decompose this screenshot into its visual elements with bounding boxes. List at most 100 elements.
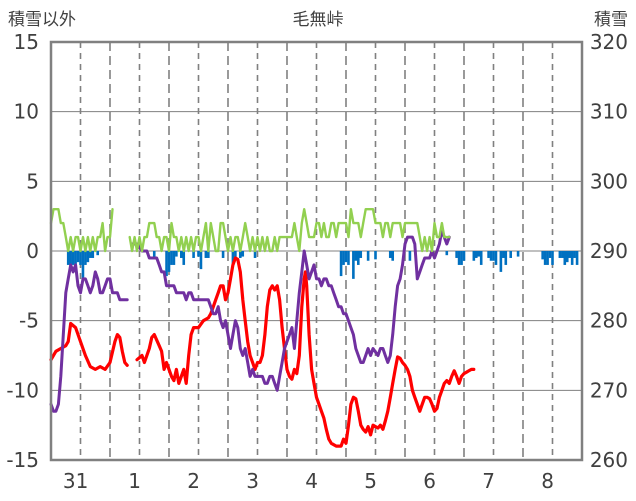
- precipitation-bar: [472, 251, 476, 261]
- precipitation-bar: [548, 251, 552, 258]
- wind-line: [128, 208, 451, 253]
- right-axis-label: 積雪: [594, 10, 628, 30]
- precipitation-bar: [172, 251, 176, 265]
- precipitation-bar: [445, 251, 449, 256]
- x-tick-label: 1: [128, 469, 141, 493]
- precipitation-bar: [86, 251, 90, 263]
- precipitation-bar: [479, 251, 483, 265]
- left-tick-label: -5: [19, 309, 39, 333]
- precipitation-bar: [408, 251, 412, 261]
- precipitation-bar: [563, 251, 567, 265]
- precipitation-bar: [152, 251, 156, 258]
- precipitation-bar: [96, 251, 100, 256]
- precipitation-bar: [516, 251, 520, 257]
- precipitation-bar: [570, 251, 574, 265]
- x-tick-label: 8: [541, 469, 554, 493]
- snow_depth-line: [49, 263, 129, 413]
- right-tick-label: 280: [590, 309, 628, 333]
- precipitation-bar: [170, 251, 173, 265]
- precipitation-bar: [234, 251, 237, 258]
- right-tick-label: 300: [590, 169, 628, 193]
- precipitation-bar: [474, 251, 478, 258]
- precipitation-bar: [74, 251, 77, 272]
- precipitation-bar: [175, 251, 178, 257]
- left-tick-label: 10: [14, 100, 39, 124]
- precipitation-bar: [455, 251, 458, 258]
- precipitation-bar: [221, 251, 225, 258]
- precipitation-bar: [91, 251, 95, 258]
- left-tick-label: 5: [26, 169, 39, 193]
- temperature-line: [135, 256, 476, 448]
- right-tick-label: 320: [590, 30, 628, 54]
- right-tick-label: 290: [590, 239, 628, 263]
- precipitation-bar: [509, 251, 513, 258]
- precipitation-bar: [84, 251, 87, 265]
- right-tick-label: 260: [590, 448, 628, 472]
- precipitation-bar: [541, 251, 544, 260]
- precipitation-bar: [241, 251, 245, 257]
- precipitation-bar: [487, 251, 490, 258]
- precipitation-bar: [561, 251, 564, 258]
- precipitation-bar: [71, 251, 75, 265]
- precipitation-bar: [356, 251, 360, 265]
- precipitation-bar: [366, 251, 370, 261]
- precipitation-bar: [388, 251, 392, 258]
- x-tick-label: 6: [423, 469, 436, 493]
- precipitation-bar: [347, 251, 350, 265]
- precipitation-bar: [344, 251, 348, 263]
- precipitation-bar: [543, 251, 547, 265]
- tick-labels: 15 10 5 0 -5 -10 -15 320 310 300 290 280 270 260 31 1 2 3…: [6, 30, 628, 493]
- precipitation-bar: [546, 251, 549, 265]
- precipitation-bar: [342, 251, 345, 265]
- precipitation-bar: [339, 251, 343, 277]
- precipitation-bar: [462, 251, 466, 261]
- precipitation-bar: [391, 251, 395, 261]
- precipitation-bar: [192, 251, 195, 258]
- left-tick-label: 15: [14, 30, 39, 54]
- right-tick-label: 310: [590, 100, 628, 124]
- precipitation-bar: [79, 251, 82, 265]
- precipitation-bar: [179, 251, 183, 258]
- precipitation-bar: [199, 251, 203, 270]
- precipitation-bar: [460, 251, 463, 265]
- left-axis-label: 積雪以外: [8, 10, 76, 30]
- x-tick-label: 3: [246, 469, 259, 493]
- x-tick-label: 4: [305, 469, 318, 493]
- precipitation-bar: [489, 251, 493, 261]
- precipitation-bar: [575, 251, 579, 265]
- line-series: [49, 208, 476, 448]
- right-tick-label: 270: [590, 378, 628, 402]
- wind-line: [49, 208, 114, 253]
- precipitation-bar: [502, 251, 505, 258]
- x-tick-label: 31: [63, 469, 88, 493]
- precipitation-bar: [374, 251, 377, 260]
- precipitation-bar: [565, 251, 569, 263]
- precipitation-bar: [238, 251, 242, 258]
- left-tick-label: -10: [6, 378, 39, 402]
- temperature-line: [49, 321, 129, 371]
- precipitation-bar: [165, 251, 168, 277]
- left-tick-label: -15: [6, 448, 39, 472]
- x-tick-label: 2: [187, 469, 200, 493]
- left-tick-label: 0: [26, 239, 39, 263]
- precipitation-bar: [477, 251, 481, 257]
- precipitation-bar: [354, 251, 358, 261]
- precipitation-bar: [504, 251, 508, 265]
- precipitation-bar: [253, 251, 257, 258]
- precipitation-bar: [352, 251, 355, 279]
- precipitation-bar: [492, 251, 495, 261]
- precipitation-bar: [573, 251, 576, 258]
- precipitation-bar: [66, 251, 70, 265]
- precipitation-bar: [207, 251, 210, 258]
- precipitation-bar: [558, 251, 562, 258]
- precipitation-bar: [197, 251, 200, 257]
- precipitation-bar: [457, 251, 461, 265]
- precipitation-bar: [551, 251, 554, 265]
- precipitation-bar: [167, 251, 171, 272]
- precipitation-bar: [89, 251, 92, 258]
- snow_depth-line: [130, 228, 451, 392]
- precipitation-bar: [81, 251, 85, 279]
- chart-title: 毛無峠: [293, 10, 344, 30]
- precipitation-bar: [499, 251, 503, 272]
